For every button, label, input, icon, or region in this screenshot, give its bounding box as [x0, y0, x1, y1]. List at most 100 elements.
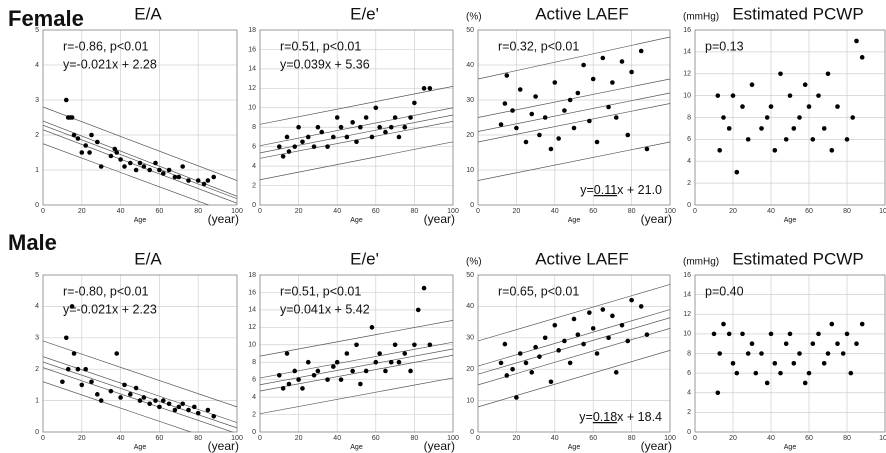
- data-point: [816, 331, 821, 337]
- y-tick-label: 10: [248, 105, 256, 112]
- data-point: [358, 124, 363, 130]
- plot-area: [260, 86, 453, 181]
- data-point: [619, 59, 625, 64]
- data-point: [363, 368, 369, 374]
- data-point: [787, 331, 793, 337]
- data-point: [537, 132, 542, 138]
- data-point: [562, 338, 567, 344]
- data-point: [311, 373, 317, 378]
- annotation: r=0.65, p<0.01: [498, 284, 579, 298]
- data-point: [300, 139, 305, 145]
- x-tick-label: 60: [156, 435, 164, 442]
- x-tick-label: 100: [879, 435, 886, 442]
- data-point: [118, 395, 123, 400]
- data-point: [734, 169, 740, 175]
- data-point: [844, 137, 850, 142]
- data-point: [363, 115, 369, 120]
- data-point: [122, 382, 127, 388]
- x-tick-label: 20: [295, 208, 303, 215]
- data-point: [315, 368, 321, 374]
- data-point: [114, 150, 120, 155]
- y-tick-label: 6: [687, 370, 691, 377]
- data-point: [128, 160, 133, 166]
- regression-line: [260, 320, 453, 357]
- x-tick-label: 60: [589, 435, 597, 442]
- data-point: [768, 331, 774, 337]
- data-point: [331, 364, 336, 369]
- data-point: [523, 360, 529, 366]
- regression-line: [260, 354, 453, 392]
- annotation: y=0.041x + 5.42: [280, 302, 370, 316]
- panel: Estimated PCWP (mmHg) 0 2 4 6 8 10 12 14 16 0 20 40 60…: [683, 249, 886, 450]
- regression-line: [260, 348, 453, 386]
- x-tick-label: 60: [805, 208, 813, 215]
- y-tick-label: 3: [35, 335, 39, 342]
- data-point: [396, 359, 402, 365]
- regression-line: [43, 143, 210, 205]
- data-point: [305, 359, 311, 365]
- data-point: [498, 122, 504, 127]
- data-point: [734, 370, 740, 376]
- plot-frame: [694, 274, 886, 433]
- y-tick-label: 10: [683, 331, 691, 338]
- data-point: [829, 148, 835, 153]
- data-point: [311, 144, 317, 149]
- data-point: [859, 321, 865, 327]
- data-point: [502, 101, 508, 106]
- data-point: [606, 104, 611, 110]
- plot-frame: [42, 29, 238, 206]
- data-point: [504, 373, 510, 378]
- data-point: [787, 93, 793, 98]
- y-tick-label: 10: [683, 92, 691, 99]
- data-point: [768, 104, 774, 109]
- data-point: [590, 76, 596, 82]
- x-tick-label: 80: [411, 208, 419, 215]
- data-point: [740, 104, 745, 109]
- data-point: [629, 69, 634, 75]
- data-point: [806, 104, 812, 109]
- data-point: [552, 80, 558, 85]
- data-point: [717, 351, 722, 356]
- data-point: [791, 126, 797, 131]
- data-point: [552, 322, 558, 328]
- y-tick-label: 8: [687, 114, 691, 121]
- data-point: [514, 395, 519, 400]
- data-point: [753, 370, 759, 376]
- y-tick-label: 2: [35, 132, 39, 139]
- x-tick-label: 80: [843, 435, 851, 442]
- data-point: [373, 105, 379, 111]
- data-point: [745, 351, 751, 356]
- panel: E/e' 0 2 4 6 8 10 12 14 16 18 0 20 40 60 80 100 Age (year)…: [248, 4, 459, 226]
- y-tick-label: 16: [248, 289, 256, 296]
- data-point: [286, 149, 292, 154]
- x-tick-label: 100: [447, 435, 459, 442]
- data-point: [186, 178, 191, 183]
- data-point: [745, 137, 751, 142]
- data-point: [740, 331, 745, 337]
- x-unit: (year): [424, 439, 455, 453]
- regression-line: [478, 103, 670, 143]
- data-point: [749, 82, 755, 87]
- data-point: [821, 361, 827, 366]
- x-tick-label: 100: [231, 208, 243, 215]
- regression-line: [43, 381, 192, 432]
- data-point: [610, 313, 615, 319]
- data-point: [388, 124, 394, 130]
- y-unit: (%): [466, 257, 482, 268]
- data-point: [730, 93, 736, 98]
- data-point: [373, 359, 379, 365]
- y-tick-label: 6: [687, 136, 691, 143]
- data-point: [325, 377, 330, 382]
- x-tick-label: 0: [693, 208, 697, 215]
- panel-title: Active LAEF: [535, 249, 629, 268]
- data-point: [60, 379, 65, 385]
- regression-line: [260, 114, 453, 154]
- y-tick-label: 12: [248, 324, 256, 331]
- regression-line: [260, 341, 453, 379]
- data-point: [180, 164, 185, 169]
- data-point: [848, 370, 854, 376]
- data-point: [388, 359, 394, 365]
- y-tick-label: 4: [687, 390, 691, 397]
